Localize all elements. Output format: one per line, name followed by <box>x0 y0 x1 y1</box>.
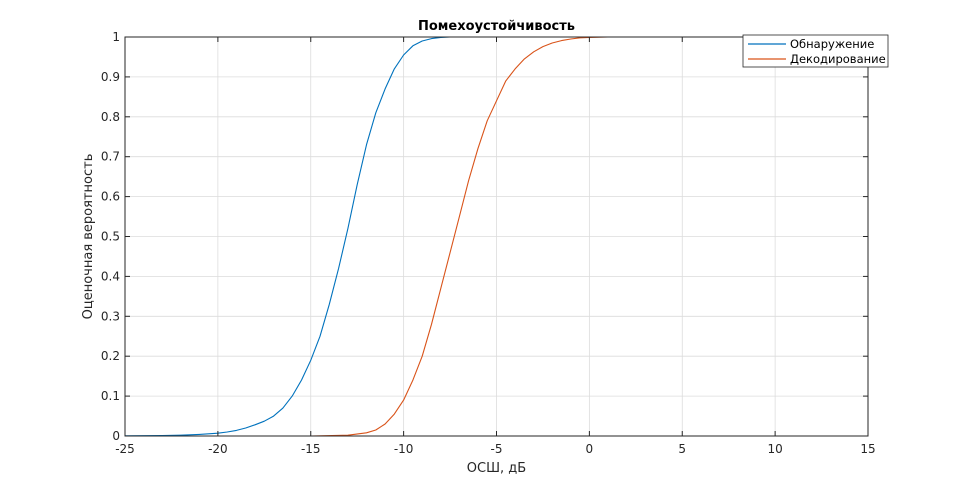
legend-label-decoding: Декодирование <box>790 52 886 66</box>
ticks: -25 -20 -15 -10 -5 0 5 10 15 0 0.1 0.2 0.3 0.4 0.5 0.6 0… <box>101 30 876 456</box>
x-tick-label: 10 <box>767 442 782 456</box>
x-axis-label: ОСШ, дБ <box>467 461 526 476</box>
y-tick-label: 0.1 <box>101 389 120 403</box>
y-tick-label: 0.4 <box>101 269 120 283</box>
y-tick-label: 0 <box>112 429 120 443</box>
y-tick-label: 1 <box>112 30 120 44</box>
legend-box <box>742 34 889 68</box>
x-tick-label: 0 <box>586 442 594 456</box>
x-tick-label: -20 <box>208 442 228 456</box>
x-tick-label: -15 <box>301 442 321 456</box>
y-axis-label: Оценочная вероятность <box>81 154 96 320</box>
x-tick-label: -5 <box>491 442 503 456</box>
x-tick-label: -25 <box>115 442 135 456</box>
chart-title: Помехоустойчивость <box>418 19 575 34</box>
y-tick-label: 0.6 <box>101 190 120 204</box>
y-tick-label: 0.9 <box>101 70 120 84</box>
y-tick-label: 0.2 <box>101 349 120 363</box>
y-tick-label: 0.3 <box>101 309 120 323</box>
y-tick-label: 0.7 <box>101 150 120 164</box>
series-line-decoding <box>125 36 868 437</box>
grid <box>125 37 868 436</box>
legend: Обнаружение Декодирование <box>742 34 889 68</box>
x-tick-label: 15 <box>860 442 875 456</box>
x-tick-label: 5 <box>678 442 686 456</box>
x-tick-label: -10 <box>394 442 414 456</box>
y-tick-label: 0.8 <box>101 110 120 124</box>
y-tick-label: 0.5 <box>101 230 120 244</box>
legend-label-detection: Обнаружение <box>790 37 874 51</box>
